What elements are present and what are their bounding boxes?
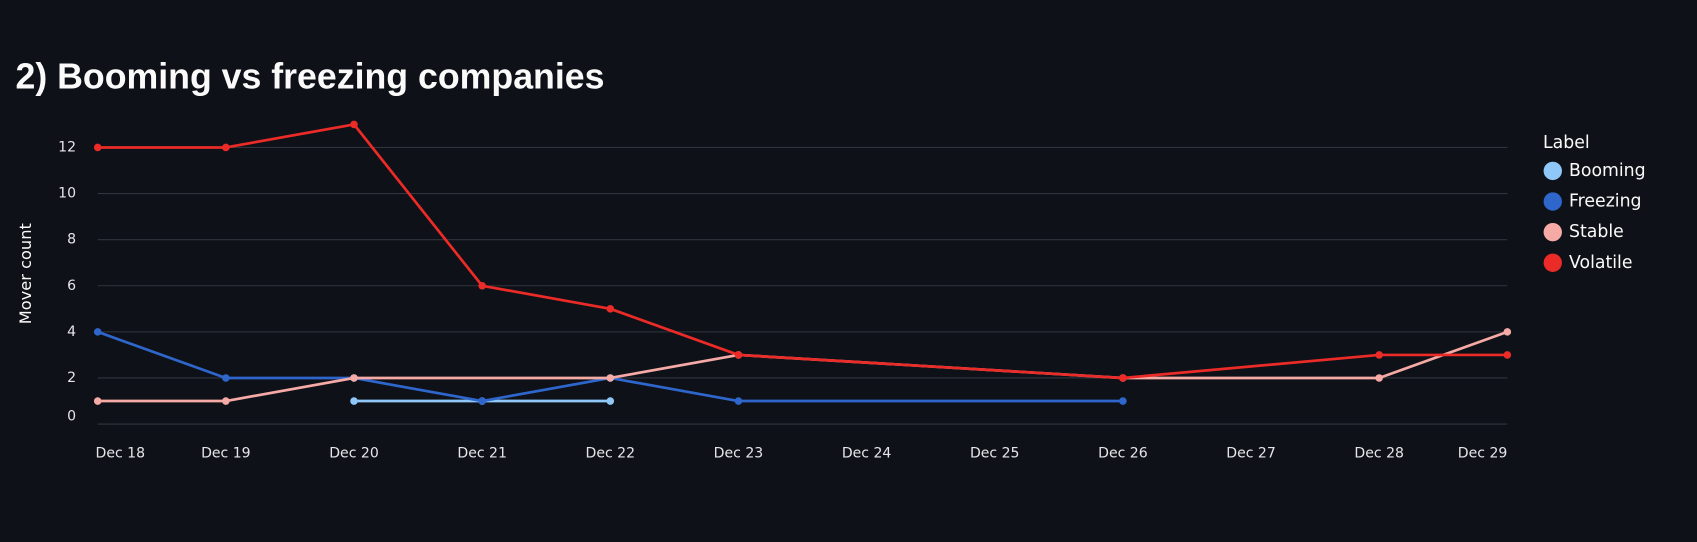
y-tick-label: 4 [67,324,76,340]
point [734,397,743,405]
x-tick-label: Dec 20 [329,445,379,461]
x-tick-label: Dec 25 [970,445,1020,461]
point [350,397,358,405]
point [478,397,486,405]
legend-title: Label [1543,133,1590,153]
x-tick-label: Dec 18 [96,445,146,461]
chart-title: 2) Booming vs freezing companies [15,56,604,96]
legend-swatch [1543,222,1562,242]
point [606,305,615,313]
point [93,143,102,152]
y-tick-label: 12 [58,139,76,155]
point [222,397,230,405]
line [97,330,1508,403]
y-tick-label: 8 [67,232,76,248]
point [1375,351,1383,359]
line [97,123,1508,380]
x-tick-label: Dec 23 [714,445,764,461]
point [734,351,743,359]
y-axis-title: Mover count [16,223,35,324]
legend-label: Volatile [1569,253,1633,273]
legend-swatch [1543,253,1562,272]
x-tick-label: Dec 21 [457,445,507,461]
point [1503,328,1512,336]
point [1119,374,1127,382]
y-tick-label: 0 [67,409,76,425]
point [1119,397,1127,405]
legend-label: Stable [1569,222,1624,242]
point [93,328,102,336]
point [350,120,358,129]
point [1503,351,1512,359]
legend-label: Booming [1569,161,1646,181]
legend-label: Freezing [1569,192,1642,212]
x-tick-label: Dec 24 [842,445,892,461]
x-tick-label: Dec 28 [1354,445,1404,461]
y-tick-label: 2 [67,370,76,386]
point [222,374,230,382]
y-tick-label: 10 [58,186,76,202]
point [606,374,615,382]
legend-swatch [1543,161,1562,181]
x-tick-label: Dec 22 [586,445,636,461]
x-tick-label: Dec 19 [201,445,251,461]
point [478,281,486,290]
point [606,397,615,405]
y-tick-label: 6 [67,278,76,294]
legend-swatch [1543,192,1562,211]
x-tick-label: Dec 26 [1098,445,1148,461]
point [222,143,230,152]
x-tick-label: Dec 29 [1458,445,1508,461]
line [97,330,1123,403]
x-tick-label: Dec 27 [1226,445,1276,461]
point [1375,374,1383,382]
point [350,374,358,382]
point [93,397,102,405]
